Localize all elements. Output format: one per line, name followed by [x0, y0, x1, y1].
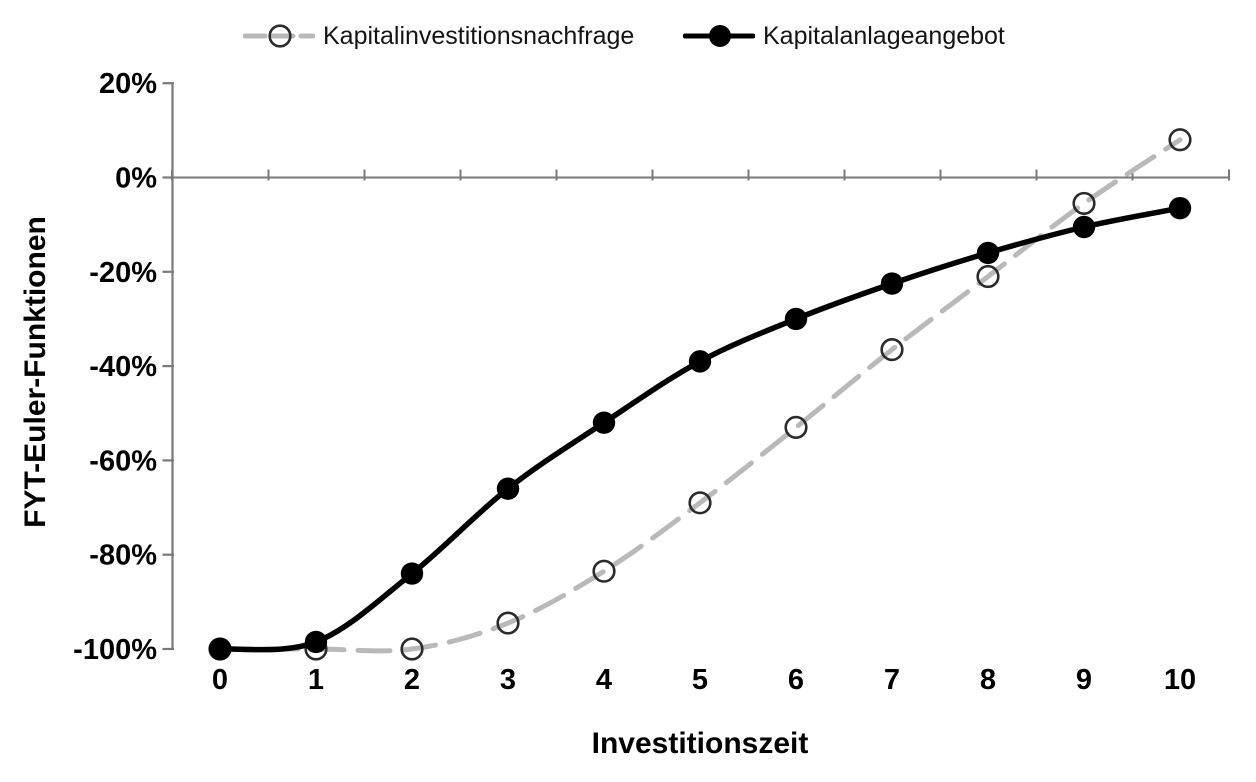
series-markers-0 — [208, 128, 1192, 661]
y-tick-label: -40% — [89, 351, 157, 383]
y-tick-label: 20% — [99, 68, 157, 100]
x-tick-label: 5 — [692, 664, 708, 696]
series-0 — [208, 128, 1192, 661]
x-tick-label: 2 — [404, 664, 420, 696]
data-point-marker — [496, 477, 520, 500]
y-axis-title: FYT-Euler-Funktionen — [19, 216, 52, 528]
series-markers-1 — [208, 196, 1192, 661]
y-tick-label: -80% — [89, 540, 157, 572]
series-line-0 — [217, 137, 1183, 654]
y-tick-label: -60% — [89, 445, 157, 477]
x-axis-title: Investitionszeit — [591, 727, 809, 760]
data-point-marker — [1168, 196, 1192, 220]
data-point-marker — [688, 350, 712, 373]
y-tick-label: -100% — [73, 634, 157, 666]
axes — [162, 82, 1230, 651]
data-point-marker — [1072, 215, 1096, 239]
x-tick-label: 0 — [212, 664, 228, 696]
x-tick-label: 8 — [980, 664, 996, 696]
data-point-marker — [400, 562, 424, 585]
legend-label: Kapitalanlageangebot — [763, 21, 1005, 50]
data-point-marker — [208, 637, 232, 661]
legend-item-kapitalanlageangebot: Kapitalanlageangebot — [683, 20, 1005, 52]
x-tick-labels: 0 1 2 3 4 5 6 7 8 9 10 — [212, 664, 1196, 696]
data-point-marker — [592, 411, 616, 434]
legend-marker-solid-filled-circle-icon — [683, 25, 755, 47]
data-point-marker — [784, 307, 808, 331]
data-point-marker — [880, 272, 904, 295]
data-point-marker — [688, 491, 712, 515]
data-point-marker — [496, 611, 520, 635]
x-tick-label: 6 — [788, 664, 804, 696]
data-point-marker — [976, 241, 1000, 265]
x-tick-label: 4 — [596, 664, 612, 696]
data-point-marker — [1072, 191, 1096, 216]
y-tick-label: 0% — [115, 163, 157, 195]
x-tick-label: 7 — [884, 664, 900, 696]
data-point-marker — [976, 264, 1000, 289]
legend-item-kapitalinvestitionsnachfrage: Kapitalinvestitionsnachfrage — [243, 20, 634, 52]
data-point-marker — [784, 415, 808, 439]
x-tick-label: 10 — [1164, 664, 1196, 696]
data-point-marker — [304, 630, 328, 654]
series-line-1 — [217, 205, 1183, 653]
x-tick-label: 3 — [500, 664, 516, 696]
y-tick-labels: 20% 0% -20% -40% -60% -80% -100% — [73, 68, 157, 666]
legend-marker-dashed-open-circle-icon — [243, 24, 315, 48]
y-tick-label: -20% — [89, 257, 157, 289]
x-tick-label: 1 — [308, 664, 324, 696]
series-1 — [208, 196, 1192, 661]
data-point-marker — [1168, 128, 1192, 152]
legend-label: Kapitalinvestitionsnachfrage — [323, 21, 635, 50]
data-point-marker — [400, 637, 424, 661]
x-tick-label: 9 — [1076, 664, 1092, 696]
data-point-marker — [592, 559, 616, 583]
data-point-marker — [880, 337, 904, 362]
